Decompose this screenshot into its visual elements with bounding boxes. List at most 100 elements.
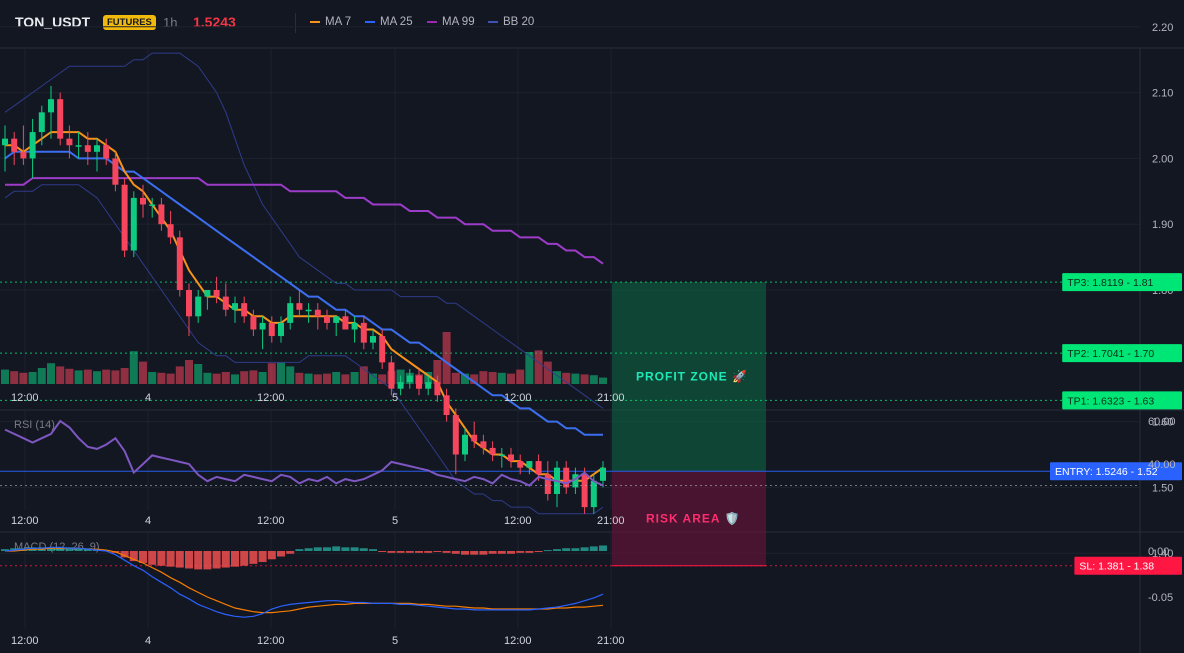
- volume-bar: [267, 363, 276, 384]
- candle-body: [130, 197, 137, 251]
- macd-axis-tick: -0.05: [1148, 592, 1173, 604]
- macd-histogram-bar: [258, 551, 267, 563]
- candle-body: [544, 474, 551, 494]
- rsi-line: [4, 419, 604, 487]
- candle-body: [305, 309, 312, 312]
- volume-bar: [470, 374, 479, 384]
- volume-bar: [359, 366, 368, 384]
- volume-bar: [102, 369, 111, 384]
- candle-body: [66, 138, 73, 146]
- macd-histogram-bar: [175, 551, 184, 568]
- last-price: 1.5243: [193, 14, 236, 30]
- candle-body: [572, 474, 579, 488]
- volume-bar: [28, 372, 37, 384]
- volume-bar: [323, 373, 331, 384]
- volume-bar: [580, 374, 589, 384]
- candle-body: [278, 322, 284, 337]
- legend-ma7[interactable]: MA 7: [310, 16, 351, 28]
- macd-histogram-bar: [129, 551, 138, 562]
- volume-bar: [553, 371, 561, 384]
- candle-body: [176, 237, 183, 290]
- time-axis-tick: 12:00: [257, 635, 285, 647]
- candle-body: [287, 303, 294, 323]
- volume-bar: [286, 366, 295, 384]
- macd-line: [4, 546, 604, 618]
- price-axis-tick: 2.00: [1152, 153, 1173, 165]
- legend-ma25-label: MA 25: [380, 16, 413, 28]
- candle-body: [388, 362, 395, 389]
- candle-body: [84, 145, 91, 152]
- macd-histogram-bar: [65, 547, 74, 551]
- bb-lower-line: [4, 184, 604, 515]
- candle-body: [250, 316, 257, 330]
- candle-body: [563, 467, 570, 488]
- volume-bar: [525, 352, 534, 384]
- candle-body: [370, 336, 376, 343]
- candle-body: [324, 316, 330, 323]
- candle-body: [489, 447, 496, 455]
- volume-bar: [47, 363, 55, 384]
- volume-bar: [488, 372, 497, 384]
- candle-body: [443, 395, 450, 416]
- candle-body: [379, 336, 386, 363]
- macd-histogram-bar: [286, 551, 295, 554]
- macd-histogram-bar: [589, 546, 598, 551]
- symbol-name[interactable]: TON_USDT: [15, 14, 91, 30]
- volume-bar: [65, 368, 74, 384]
- legend-ma99[interactable]: MA 99: [427, 16, 475, 28]
- legend-bb20[interactable]: BB 20: [488, 16, 534, 28]
- ma99-swatch: [427, 20, 437, 23]
- candle-body: [48, 99, 54, 113]
- candle-body: [480, 441, 487, 448]
- macd-histogram-bar: [157, 551, 166, 566]
- macd-histogram-bar: [433, 551, 442, 552]
- level-tag-entry: [1050, 462, 1182, 481]
- macd-histogram-bar: [295, 549, 304, 551]
- volume-bar: [148, 372, 157, 384]
- macd-histogram-bar: [221, 551, 230, 568]
- timeframe-label[interactable]: 1h: [163, 15, 178, 30]
- candle-body: [581, 474, 588, 508]
- macd-signal-line: [5, 547, 604, 614]
- candle-body: [121, 184, 128, 251]
- macd-histogram-bar: [553, 549, 561, 551]
- candle-body: [333, 316, 340, 323]
- macd-histogram-bar: [497, 551, 506, 554]
- macd-histogram-bar: [405, 551, 414, 553]
- time-axis-tick: 12:00: [504, 515, 532, 527]
- volume-bar: [83, 369, 92, 384]
- candle-body: [222, 296, 229, 310]
- macd-histogram-bar: [350, 547, 359, 551]
- macd-histogram-bar: [56, 547, 65, 551]
- candle-body: [149, 204, 156, 206]
- macd-histogram-bar: [185, 551, 193, 569]
- candle-body: [140, 197, 146, 205]
- macd-histogram-bar: [212, 551, 221, 569]
- macd-histogram-bar: [323, 547, 331, 551]
- volume-bar: [240, 371, 249, 384]
- candle-body: [314, 309, 321, 317]
- volume-bar: [194, 364, 203, 384]
- candle-body: [158, 204, 165, 225]
- candle-body: [360, 322, 367, 343]
- time-axis-tick: 4: [145, 635, 151, 647]
- legend-ma25[interactable]: MA 25: [365, 16, 413, 28]
- candle-body: [397, 382, 404, 389]
- time-axis-tick: 12:00: [11, 392, 39, 404]
- candle-body: [535, 461, 542, 475]
- ma7-line: [5, 131, 604, 482]
- volume-bar: [74, 370, 83, 384]
- volume-bar: [332, 372, 341, 384]
- macd-histogram-bar: [231, 551, 239, 567]
- candle-body: [94, 145, 100, 152]
- candle-body: [195, 296, 202, 317]
- volume-bar: [212, 373, 221, 384]
- volume-bar: [185, 360, 193, 384]
- profit-zone: [612, 282, 766, 472]
- price-axis-tick: 2.20: [1152, 22, 1173, 34]
- macd-histogram-bar: [571, 548, 580, 551]
- rsi-title: RSI (14): [14, 419, 55, 431]
- candle-body: [526, 461, 533, 468]
- candle-body: [29, 132, 36, 159]
